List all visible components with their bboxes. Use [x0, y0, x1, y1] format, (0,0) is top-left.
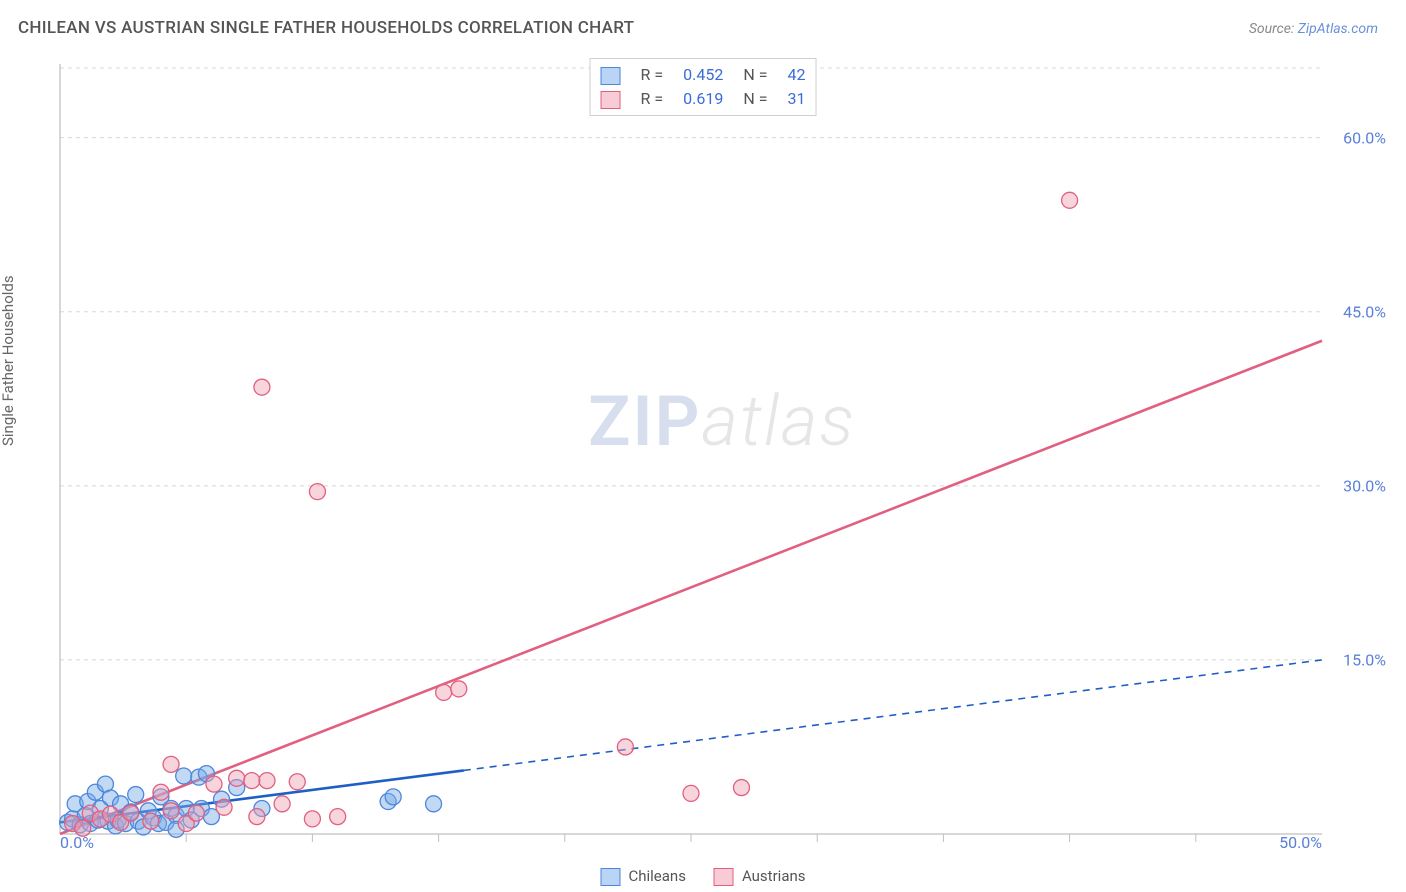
legend-chileans: Chileans: [600, 867, 685, 886]
x-tick-label: 50.0%: [1279, 833, 1322, 852]
scatter-plot: [52, 50, 1392, 858]
series-legend: Chileans Austrians: [600, 867, 805, 886]
y-tick-label: 45.0%: [1343, 302, 1386, 321]
legend-austrians: Austrians: [714, 867, 806, 886]
y-tick-label: 30.0%: [1343, 476, 1386, 495]
chart-title: CHILEAN VS AUSTRIAN SINGLE FATHER HOUSEH…: [18, 18, 634, 38]
x-tick-label: 0.0%: [60, 833, 94, 852]
y-tick-label: 60.0%: [1343, 128, 1386, 147]
y-tick-label: 15.0%: [1343, 650, 1386, 669]
source-label: Source: ZipAtlas.com: [1249, 21, 1378, 37]
source-link[interactable]: ZipAtlas.com: [1298, 21, 1378, 37]
stat-legend: R =0.452N =42R =0.619N =31: [590, 58, 817, 116]
chart-area: ZIPatlas 15.0%30.0%45.0%60.0%0.0%50.0%: [52, 50, 1392, 858]
y-axis-label: Single Father Households: [0, 275, 17, 446]
